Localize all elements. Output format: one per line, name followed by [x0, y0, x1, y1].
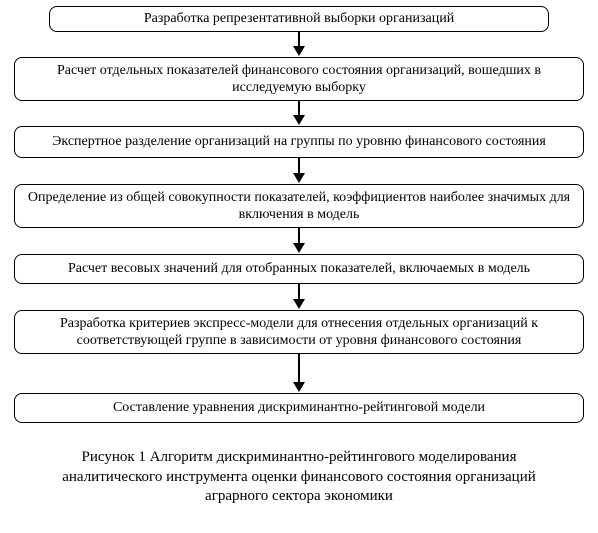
- flow-node-2-label: Расчет отдельных показателей финансового…: [25, 62, 573, 97]
- arrow-3-4: [293, 158, 305, 183]
- flow-node-3: Экспертное разделение организаций на гру…: [14, 126, 584, 158]
- arrow-6-7: [293, 354, 305, 392]
- flow-node-1-label: Разработка репрезентативной выборки орга…: [144, 10, 454, 28]
- flow-node-3-label: Экспертное разделение организаций на гру…: [52, 133, 546, 151]
- figure-caption: Рисунок 1 Алгоритм дискриминантно-рейтин…: [0, 448, 598, 507]
- flow-node-4: Определение из общей совокупности показа…: [14, 184, 584, 228]
- flow-node-6-label: Разработка критериев экспресс-модели для…: [25, 315, 573, 350]
- flow-node-5-label: Расчет весовых значений для отобранных п…: [68, 260, 530, 278]
- arrow-2-3: [293, 101, 305, 125]
- flow-node-5: Расчет весовых значений для отобранных п…: [14, 254, 584, 284]
- flow-node-4-label: Определение из общей совокупности показа…: [25, 189, 573, 224]
- figure-caption-text: Рисунок 1 Алгоритм дискриминантно-рейтин…: [62, 449, 536, 504]
- flow-node-7: Составление уравнения дискриминантно-рей…: [14, 393, 584, 423]
- flow-node-1: Разработка репрезентативной выборки орга…: [49, 6, 549, 32]
- arrow-4-5: [293, 228, 305, 253]
- flow-node-2: Расчет отдельных показателей финансового…: [14, 57, 584, 101]
- flow-node-6: Разработка критериев экспресс-модели для…: [14, 310, 584, 354]
- arrow-1-2: [293, 32, 305, 56]
- flowchart-canvas: Разработка репрезентативной выборки орга…: [0, 0, 598, 533]
- flow-node-7-label: Составление уравнения дискриминантно-рей…: [113, 399, 485, 417]
- arrow-5-6: [293, 284, 305, 309]
